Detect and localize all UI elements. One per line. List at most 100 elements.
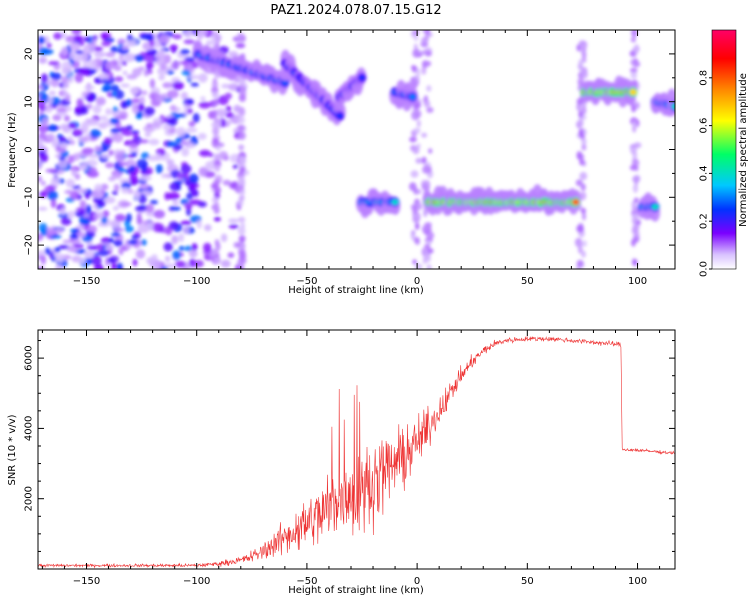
heatmap-cell [237, 124, 245, 131]
heatmap-cell [136, 217, 143, 225]
heatmap-cell [421, 50, 428, 55]
heatmap-cell [74, 50, 84, 55]
spectrogram-x-axis-label: Height of straight line (km) [288, 285, 424, 296]
heatmap-cell [239, 166, 246, 174]
heatmap-cell [50, 198, 57, 209]
heatmap-cell [413, 127, 421, 134]
heatmap-cell [422, 225, 428, 232]
heatmap-cell [416, 68, 421, 77]
heatmap-cell [634, 102, 640, 108]
heatmap-cell [138, 183, 150, 189]
spectrogram-y-tick-label: 0 [24, 146, 35, 152]
heatmap-cell [38, 175, 43, 183]
heatmap-cell [414, 188, 422, 195]
heatmap-cell [238, 195, 245, 201]
heatmap-cell [414, 222, 420, 230]
heatmap-cell [238, 144, 245, 151]
heatmap-cell [422, 164, 430, 174]
heatmap-cell [581, 212, 587, 221]
heatmap-cell [577, 78, 585, 85]
heatmap-cell [578, 40, 586, 47]
heatmap-cell [186, 63, 194, 73]
heatmap-cell [576, 151, 583, 160]
heatmap-cell [48, 90, 57, 96]
heatmap-cell [141, 90, 148, 96]
heatmap-cell [105, 61, 117, 70]
heatmap-cell [45, 168, 57, 173]
heatmap-cell [413, 109, 422, 119]
heatmap-cell [38, 144, 47, 152]
heatmap-cell [211, 80, 219, 89]
heatmap-cell [426, 231, 435, 240]
heatmap-cell [186, 99, 194, 105]
snr-x-ticks: −150 −100 −50 0 50 100 [41, 330, 661, 587]
heatmap-cell [111, 262, 117, 269]
heatmap-cell [413, 236, 420, 244]
heatmap-cell [237, 227, 246, 236]
heatmap-cell [40, 180, 46, 186]
heatmap-cell [129, 86, 140, 95]
heatmap-cell [38, 250, 45, 257]
heatmap-cell [38, 223, 48, 232]
heatmap-cell [55, 264, 63, 269]
heatmap-cell [421, 66, 427, 75]
heatmap-cell [172, 81, 184, 91]
heatmap-cell [155, 164, 163, 174]
heatmap-cell [631, 204, 638, 213]
heatmap-cell [162, 123, 173, 131]
heatmap-cell [213, 205, 220, 215]
heatmap-cell [178, 233, 185, 242]
heatmap-cell [65, 178, 75, 188]
snr-y-tick-label: 6000 [24, 345, 35, 370]
heatmap-cell [172, 200, 179, 206]
heatmap-cell [68, 123, 77, 129]
heatmap-cell [67, 155, 75, 164]
snr-y-tick-label: 2000 [24, 486, 35, 511]
heatmap-cell [84, 250, 95, 260]
heatmap-cell [212, 126, 220, 136]
heatmap-cell [97, 243, 104, 251]
heatmap-cell [155, 52, 166, 62]
heatmap-cell [633, 142, 642, 149]
heatmap-cell [40, 73, 48, 83]
heatmap-cell [180, 164, 192, 174]
heatmap-cell [232, 164, 239, 169]
heatmap-cell [214, 239, 220, 247]
heatmap-cell [575, 179, 583, 187]
heatmap-cell [61, 67, 72, 75]
heatmap-cell [125, 213, 132, 223]
heatmap-cell [145, 211, 157, 217]
heatmap-cell [199, 149, 211, 157]
heatmap-cell [220, 233, 228, 243]
heatmap-cell [411, 77, 419, 87]
heatmap-cell [105, 108, 112, 116]
heatmap-cell [100, 237, 112, 245]
heatmap-cell [423, 100, 431, 108]
heatmap-cell [72, 239, 82, 245]
heatmap-cell [192, 113, 200, 123]
heatmap-cell [577, 119, 584, 127]
heatmap-cell [58, 136, 67, 143]
heatmap-cell [186, 207, 192, 216]
heatmap-cell [171, 61, 180, 69]
heatmap-cell [88, 225, 98, 234]
heatmap-cell [62, 239, 73, 244]
heatmap-cell [44, 104, 53, 114]
heatmap-cell [123, 53, 135, 63]
heatmap-cell [46, 124, 59, 132]
heatmap-cell [130, 130, 140, 135]
heatmap-cell [413, 35, 419, 42]
heatmap-cell [208, 152, 214, 158]
heatmap-cell [69, 42, 81, 51]
heatmap-cell [632, 120, 637, 130]
colorbar-tick-label: 0.0 [699, 261, 710, 277]
heatmap-cell [69, 233, 79, 240]
heatmap-cell [411, 205, 419, 214]
heatmap-cell [118, 54, 124, 61]
heatmap-cell [82, 44, 95, 54]
heatmap-cell [191, 189, 197, 197]
heatmap-cell [151, 122, 162, 130]
heatmap-cell [92, 38, 97, 44]
heatmap-cell [167, 159, 175, 166]
heatmap-cell [213, 186, 221, 194]
